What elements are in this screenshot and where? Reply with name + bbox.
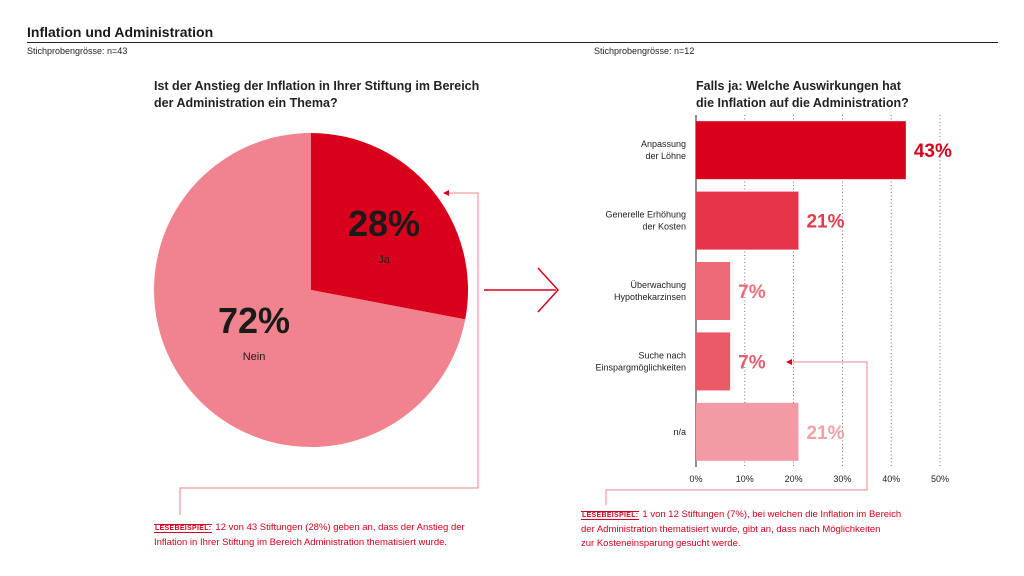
- x-tick-label: 50%: [931, 474, 949, 484]
- bar-value-label: 43%: [914, 141, 952, 162]
- left-reading-line: LESEBEISPIEL: 12 von 43 Stiftungen (28%) …: [154, 522, 465, 533]
- x-tick-label: 10%: [736, 474, 754, 484]
- left-question-line: der Administration ein Thema?: [154, 96, 338, 110]
- right-reading-line: LESEBEISPIEL: 1 von 12 Stiftungen (7%), b…: [581, 509, 902, 520]
- sample-size-left: Stichprobengrösse: n=43: [27, 46, 128, 56]
- bar-value-label: 21%: [806, 423, 844, 444]
- pie-slice-nein: [154, 133, 466, 447]
- bar: [696, 332, 731, 391]
- sample-size-right: Stichprobengrösse: n=12: [594, 46, 695, 56]
- x-tick-label: 0%: [689, 474, 702, 484]
- left-leader-line: [179, 192, 479, 515]
- left-reading-example: LESEBEISPIEL: 12 von 43 Stiftungen (28%) …: [154, 521, 465, 550]
- left-reading-line: Inflation in Ihrer Stiftung im Bereich A…: [154, 537, 448, 548]
- pie-category-label: Nein: [243, 351, 266, 363]
- bar-value-label: 21%: [806, 212, 844, 233]
- category-label: Einspargmöglichkeiten: [595, 362, 686, 372]
- right-question: Falls ja: Welche Auswirkungen hat die In…: [696, 78, 909, 112]
- bar: [696, 121, 906, 180]
- right-leader-line: [605, 361, 868, 505]
- right-reading-example: LESEBEISPIEL: 1 von 12 Stiftungen (7%), b…: [581, 508, 901, 551]
- pie-slice-ja: [311, 133, 468, 320]
- left-question: Ist der Anstieg der Inflation in Ihrer S…: [154, 78, 479, 112]
- title-rule: [27, 42, 998, 43]
- left-leader-arrowhead: [443, 190, 449, 196]
- left-question-line: Ist der Anstieg der Inflation in Ihrer S…: [154, 79, 480, 93]
- bar: [696, 402, 799, 461]
- connector-arrow-head: [537, 267, 560, 313]
- right-question-line: Falls ja: Welche Auswirkungen hat: [696, 79, 901, 93]
- category-label: der Kosten: [642, 222, 686, 232]
- page-title: Inflation und Administration: [27, 24, 214, 40]
- right-reading-line: der Administration thematisiert wurde, g…: [581, 524, 881, 535]
- category-label: Hypothekarzinsen: [614, 292, 686, 302]
- bar: [696, 262, 731, 320]
- reading-tag: LESEBEISPIEL:: [581, 511, 640, 520]
- reading-tag: LESEBEISPIEL:: [154, 524, 213, 533]
- right-leader-arrowhead: [786, 359, 792, 365]
- right-question-line: die Inflation auf die Administration?: [696, 96, 909, 110]
- pie-value-label: 72%: [218, 300, 290, 341]
- bar: [696, 191, 799, 250]
- category-label: n/a: [673, 427, 686, 437]
- x-tick-label: 30%: [833, 474, 851, 484]
- category-label: Generelle Erhöhung: [605, 210, 686, 220]
- pie-value-label: 28%: [348, 203, 420, 244]
- bar-value-label: 7%: [738, 282, 766, 303]
- category-label: Anpassung: [641, 139, 686, 149]
- category-label: Suche nach: [638, 350, 686, 360]
- pie-chart: 28% Ja 72% Nein: [154, 133, 468, 447]
- pie-category-label: Ja: [378, 254, 391, 266]
- right-reading-line: zur Kosteneinsparung gesucht werde.: [581, 538, 741, 549]
- category-label: der Löhne: [645, 151, 686, 161]
- x-tick-label: 40%: [882, 474, 900, 484]
- bar-chart: 0% 10% 20% 30% 40% 50% 43% Anpassung der Löhne 21…: [595, 115, 952, 484]
- x-tick-label: 20%: [785, 474, 803, 484]
- annotations: [179, 190, 868, 515]
- category-label: Überwachung: [630, 280, 686, 290]
- bar-value-label: 7%: [738, 352, 766, 373]
